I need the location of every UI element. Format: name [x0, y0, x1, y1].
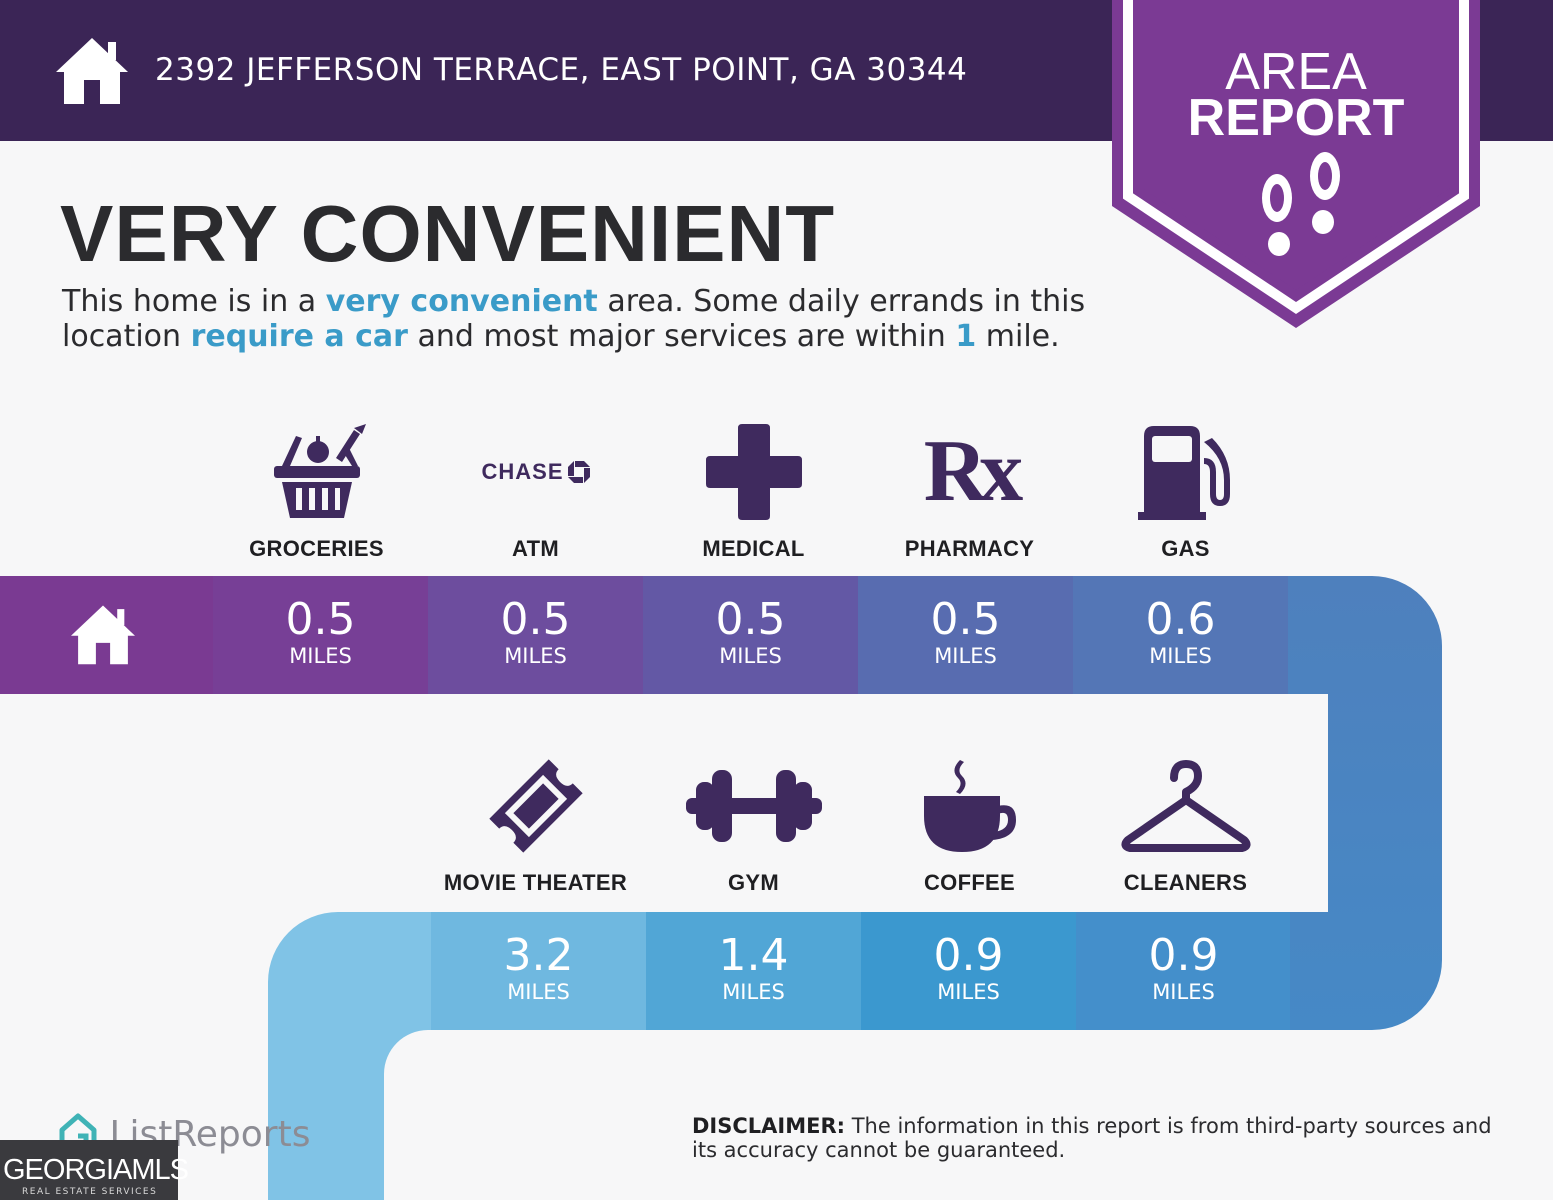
amenity-gym: GYM	[646, 756, 861, 896]
grocery-basket-icon	[273, 424, 366, 518]
amenity-label: GYM	[727, 870, 779, 895]
amenity-cleaners: CLEANERS	[1078, 756, 1293, 896]
home-icon	[56, 38, 128, 104]
area-report-badge: AREA REPORT	[1112, 0, 1480, 330]
distance-gym: 1.4 MILES	[718, 930, 789, 1005]
disclaimer: DISCLAIMER: The information in this repo…	[692, 1114, 1492, 1162]
home-icon	[71, 605, 135, 665]
dumbbell-icon	[685, 770, 822, 842]
distance-pharmacy: 0.5 MILES	[930, 594, 1001, 669]
convenience-rating-title: VERY CONVENIENT	[60, 189, 836, 278]
amenity-medical: MEDICAL	[646, 422, 861, 562]
amenity-gas: GAS	[1078, 422, 1293, 562]
distance-medical: 0.5 MILES	[715, 594, 786, 669]
coffee-cup-icon	[923, 760, 1016, 852]
distance-gas: 0.6 MILES	[1145, 594, 1216, 669]
distance-movie-theater: 3.2 MILES	[503, 930, 574, 1005]
amenity-label: GAS	[1161, 536, 1210, 561]
amenity-label: PHARMACY	[904, 536, 1035, 561]
amenity-label: MOVIE THEATER	[443, 870, 628, 895]
badge-line2: REPORT	[1187, 89, 1405, 147]
amenity-label: CLEANERS	[1123, 870, 1248, 895]
hanger-icon	[1120, 760, 1251, 852]
amenity-label: MEDICAL	[702, 536, 805, 561]
distance-coffee: 0.9 MILES	[933, 930, 1004, 1005]
medical-cross-icon	[705, 424, 802, 520]
amenity-pharmacy: Rx PHARMACY	[862, 422, 1077, 562]
amenity-movie-theater: MOVIE THEATER	[428, 756, 643, 896]
georgia-mls-watermark: GEORGIAMLS REAL ESTATE SERVICES	[0, 1140, 189, 1200]
amenity-label: COFFEE	[923, 870, 1016, 895]
chase-logo-icon: CHASE	[481, 459, 590, 485]
distance-cleaners: 0.9 MILES	[1148, 930, 1219, 1005]
amenity-label: ATM	[512, 536, 559, 561]
ticket-icon	[488, 759, 583, 853]
property-address: 2392 JEFFERSON TERRACE, EAST POINT, GA 3…	[155, 52, 968, 88]
convenience-description: This home is in a very convenient area. …	[62, 284, 1086, 354]
amenity-coffee: COFFEE	[862, 756, 1077, 896]
distance-groceries: 0.5 MILES	[285, 594, 356, 669]
distance-atm: 0.5 MILES	[500, 594, 571, 669]
amenity-atm: CHASE ATM	[428, 422, 643, 562]
rx-icon: Rx	[923, 423, 1024, 520]
amenity-groceries: GROCERIES	[209, 422, 424, 562]
amenity-label: GROCERIES	[249, 536, 384, 561]
badge-line1: AREA	[1225, 43, 1367, 101]
footprints-icon	[1262, 152, 1340, 256]
gas-pump-icon	[1137, 426, 1230, 520]
